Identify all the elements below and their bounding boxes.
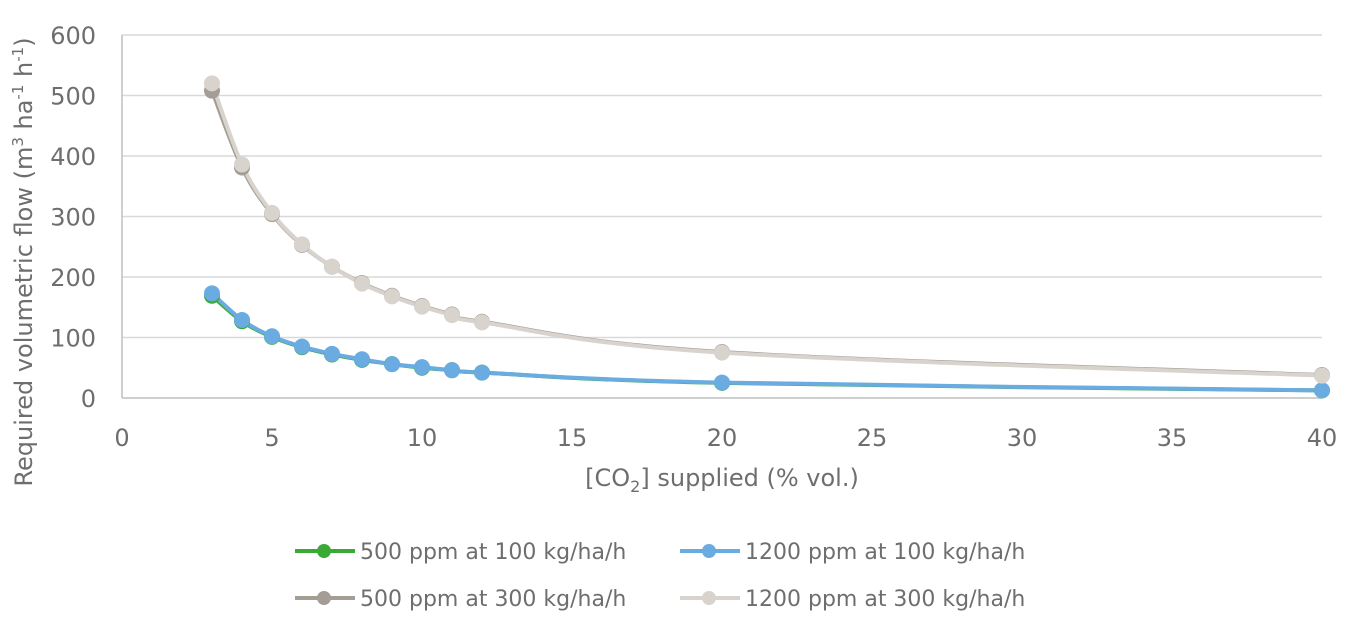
series-line-1 [210,293,1324,393]
series-4-point [264,204,280,221]
legend-marker-3 [317,591,331,605]
series-line-2 [210,291,1324,393]
y-axis-title-prefix: Required volumetric flow (m [10,147,38,487]
legend-label-4: 1200 ppm at 300 kg/ha/h [745,587,1025,612]
y-tick-label: 400 [50,143,96,171]
series-line-4 [210,81,1324,378]
x-tick-label: 40 [1307,424,1338,452]
series-2-point [414,359,430,376]
y-tick-label: 0 [81,385,96,413]
series-4-point [234,156,250,173]
y-axis-title-sup-1: 3 [9,137,27,147]
y-tick-label: 600 [50,22,96,50]
y-axis-title-middle: ha [10,100,38,138]
series-line-3 [210,88,1324,378]
y-tick-label: 500 [50,83,96,111]
series-2-point [204,285,220,302]
y-axis-title: Required volumetric flow (m3 ha-1 h-1) [9,37,38,486]
y-tick-label: 100 [50,325,96,353]
x-axis-title-suffix: ] supplied (% vol.) [640,464,858,492]
series-4-point [294,236,310,253]
series-2-point [474,364,490,381]
x-tick-label: 30 [1007,424,1038,452]
x-tick-label: 35 [1157,424,1188,452]
series-4-point [324,258,340,275]
legend-marker-1 [317,544,331,558]
series-2-point [354,351,370,368]
x-tick-label: 20 [707,424,738,452]
x-tick-label: 25 [857,424,888,452]
x-tick-label: 5 [264,424,279,452]
series-2-point [714,374,730,391]
series-4-point [474,314,490,331]
y-axis-title-suffix: ) [10,37,38,46]
series-4-point [714,344,730,361]
series-2-point [264,328,280,345]
gridlines [122,34,1322,339]
y-axis-title-sup-3: -1 [9,47,27,62]
y-tick-label: 200 [50,264,96,292]
series-points [204,75,1330,399]
series-2-point [444,362,460,379]
series-4-point [354,275,370,292]
legend-label-3: 500 ppm at 300 kg/ha/h [360,587,626,612]
series-4-point [1314,367,1330,384]
legend-marker-2 [702,544,716,558]
legend: 500 ppm at 100 kg/ha/h 1200 ppm at 100 kg… [295,540,1025,612]
x-axis-title: [CO2] supplied (% vol.) [585,464,859,496]
legend-marker-4 [702,591,716,605]
x-tick-label: 10 [407,424,438,452]
legend-label-1: 500 ppm at 100 kg/ha/h [360,540,626,565]
series-2-point [384,356,400,373]
series-2-point [324,345,340,362]
series-4-point [444,307,460,324]
series-2-point [294,338,310,355]
series-2-point [234,311,250,328]
series-4-point [384,288,400,305]
y-tick-label: 300 [50,204,96,232]
series-2-point [1314,382,1330,399]
legend-label-2: 1200 ppm at 100 kg/ha/h [745,540,1025,565]
x-axis-title-prefix: [CO [585,464,630,492]
y-axis-title-sup-2: -1 [9,85,27,100]
series-4-point [414,298,430,315]
x-tick-label: 0 [114,424,129,452]
x-tick-label: 15 [557,424,588,452]
y-axis-title-middle-2: h [10,62,38,85]
series-4-point [204,75,220,92]
axes [121,35,1322,399]
x-axis-title-subscript: 2 [630,477,640,496]
tick-labels: 0 100 200 300 400 500 600 0 5 10 15 20 25 30 35 40 [50,22,1337,452]
series-lines [210,81,1324,393]
